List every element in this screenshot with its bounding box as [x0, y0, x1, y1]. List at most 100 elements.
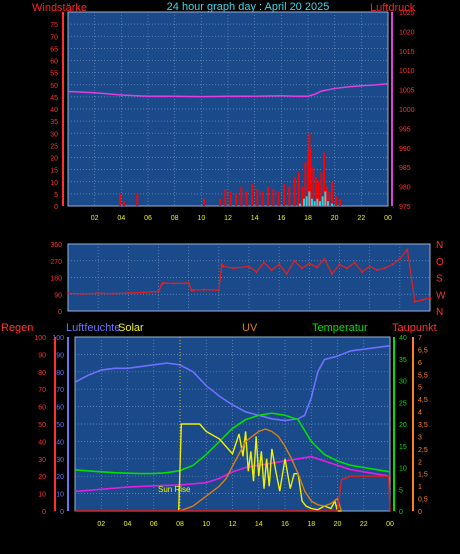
wind-tick-label: 35	[50, 119, 58, 126]
gust-bar	[339, 198, 341, 206]
wind-tick-label: 45	[50, 95, 58, 102]
solar-line	[177, 423, 342, 512]
wind-tick-label: 30	[50, 131, 58, 138]
direction-point	[270, 268, 273, 272]
climate-x-tick-label: 04	[124, 521, 132, 528]
wind_avg-bar	[327, 201, 329, 206]
direction-point	[220, 263, 224, 266]
wind_avg-bar	[313, 201, 316, 206]
direction-point	[293, 259, 296, 262]
wind-tick-label: 10	[50, 180, 58, 187]
wind-x-tick-label: 10	[197, 215, 205, 222]
wind-x-tick-label: 18	[304, 215, 312, 222]
sunrise-label: Sun Rise	[158, 485, 191, 494]
climate-x-tick-label: 08	[176, 521, 184, 528]
uv-line	[179, 428, 343, 512]
direction-point	[330, 272, 334, 275]
direction-point	[217, 288, 221, 292]
humidity-tick-label: 0	[60, 509, 64, 516]
direction-point	[161, 281, 165, 285]
direction-point	[308, 262, 311, 265]
gust-bar	[229, 191, 232, 206]
direction-point	[112, 292, 115, 295]
direction-tick-label: 0	[58, 309, 62, 316]
gust-bar	[308, 133, 311, 206]
direction-point	[353, 261, 356, 264]
direction-point	[285, 272, 288, 275]
uv-tick-label: 1	[418, 484, 422, 491]
direction-point	[300, 266, 303, 270]
gust-bar	[293, 176, 296, 206]
pressure-axis-label: Luftdruck	[370, 2, 416, 14]
rain-tick-label: 60	[38, 405, 46, 412]
direction-point	[142, 291, 145, 294]
rain-tick-label: 50	[38, 422, 46, 429]
gust-bar	[309, 147, 312, 206]
climate-x-tick-label: 10	[202, 521, 210, 528]
direction-point	[157, 290, 160, 293]
wind-x-tick-label: 16	[277, 215, 285, 222]
regen-axis-label: Regen	[1, 322, 33, 334]
compass-label: S	[436, 274, 443, 285]
wind_avg-bar	[308, 191, 311, 206]
humidity-tick-label: 90	[56, 352, 64, 359]
gust-bar	[331, 181, 333, 206]
humidity-line	[74, 344, 391, 422]
wind-x-tick-label: 22	[357, 215, 365, 222]
temperature-tick-label: 30	[399, 379, 407, 386]
temperature-tick-label: 20	[399, 422, 407, 429]
wind_avg-bar	[321, 196, 324, 206]
uv-tick-label: 1,5	[418, 472, 428, 479]
rain-tick-label: 100	[34, 335, 46, 342]
gust-bar	[328, 191, 331, 206]
direction-point	[202, 288, 205, 291]
climate-x-tick-label: 02	[97, 521, 105, 528]
gust-bar	[325, 186, 328, 206]
direction-tick-label: 360	[50, 242, 62, 249]
pressure-tick-label: 1015	[399, 49, 415, 56]
direction-point	[232, 266, 236, 270]
humidity-tick-label: 30	[56, 457, 64, 464]
wind-tick-label: 55	[50, 71, 58, 78]
wind-axis-label: Windstärke	[32, 2, 87, 14]
uv-tick-label: 3,5	[418, 422, 428, 429]
direction-point	[160, 283, 163, 287]
humidity-tick-label: 80	[56, 370, 64, 377]
temperature-tick-label: 25	[399, 400, 407, 407]
pressure-tick-label: 990	[399, 146, 411, 153]
pressure-tick-label: 1010	[399, 68, 415, 75]
direction-point	[391, 263, 394, 266]
gust-bar	[315, 176, 317, 206]
direction-point	[398, 257, 402, 261]
direction-point	[277, 263, 281, 266]
gust-bar	[283, 184, 285, 206]
direction-point	[172, 282, 175, 285]
gust-bar	[245, 191, 248, 206]
uv-tick-label: 4,5	[418, 397, 428, 404]
uv-tick-label: 3	[418, 434, 422, 441]
gust-bar	[317, 181, 320, 206]
uv-tick-label: 0,5	[418, 497, 428, 504]
rain-tick-label: 0	[42, 509, 46, 516]
pressure-tick-label: 1000	[399, 107, 415, 114]
direction-point	[191, 288, 195, 292]
humidity-axis-label: Luftfeuchte	[66, 322, 120, 334]
compass-label: O	[436, 257, 444, 268]
direction-point	[127, 291, 130, 295]
climate-x-tick-label: 20	[334, 521, 342, 528]
climate-x-tick-label: 14	[255, 521, 263, 528]
gust-bar	[320, 172, 323, 206]
direction-point	[323, 257, 326, 261]
temperature-tick-label: 10	[399, 466, 407, 473]
humidity-tick-label: 70	[56, 387, 64, 394]
gust-bar	[323, 152, 325, 206]
rain-line	[75, 475, 391, 512]
temperature-line	[74, 412, 391, 475]
uv-tick-label: 0	[418, 509, 422, 516]
temperature-tick-label: 35	[399, 357, 407, 364]
pressure-tick-label: 985	[399, 165, 411, 172]
climate-x-tick-label: 22	[360, 521, 368, 528]
compass-label: N	[436, 307, 443, 318]
wind-tick-label: 25	[50, 143, 58, 150]
wind_avg-bar	[299, 203, 301, 206]
